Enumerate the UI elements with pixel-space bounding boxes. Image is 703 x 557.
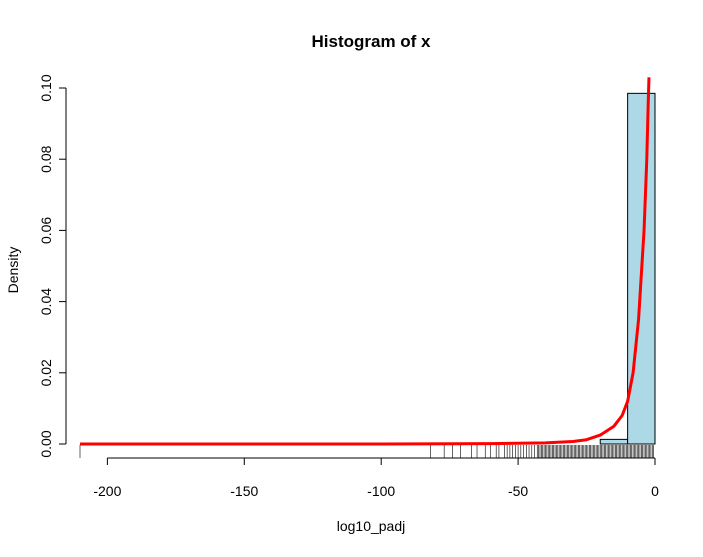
y-axis: 0.00 0.02 0.04 0.06 0.08 0.10 bbox=[38, 74, 67, 458]
density-curve bbox=[80, 77, 651, 446]
x-axis-label: log10_padj bbox=[337, 518, 406, 534]
x-axis: -200 -150 -100 -50 0 bbox=[93, 457, 659, 499]
y-tick-label: 0.06 bbox=[38, 217, 54, 244]
x-tick-label: -50 bbox=[508, 483, 528, 499]
y-tick-label: 0.08 bbox=[38, 145, 54, 172]
y-axis-label: Density bbox=[5, 247, 21, 294]
x-tick-label: -200 bbox=[93, 483, 121, 499]
x-tick-label: -100 bbox=[367, 483, 395, 499]
y-tick-label: 0.10 bbox=[38, 74, 54, 101]
x-tick-label: -150 bbox=[230, 483, 258, 499]
y-tick-label: 0.00 bbox=[38, 430, 54, 457]
density-curve-group bbox=[80, 77, 651, 446]
y-tick-label: 0.04 bbox=[38, 288, 54, 315]
x-tick-label: 0 bbox=[651, 483, 659, 499]
histogram-bar bbox=[599, 438, 629, 445]
rug-group bbox=[79, 445, 654, 458]
y-tick-label: 0.02 bbox=[38, 359, 54, 386]
chart-title: Histogram of x bbox=[311, 32, 431, 51]
